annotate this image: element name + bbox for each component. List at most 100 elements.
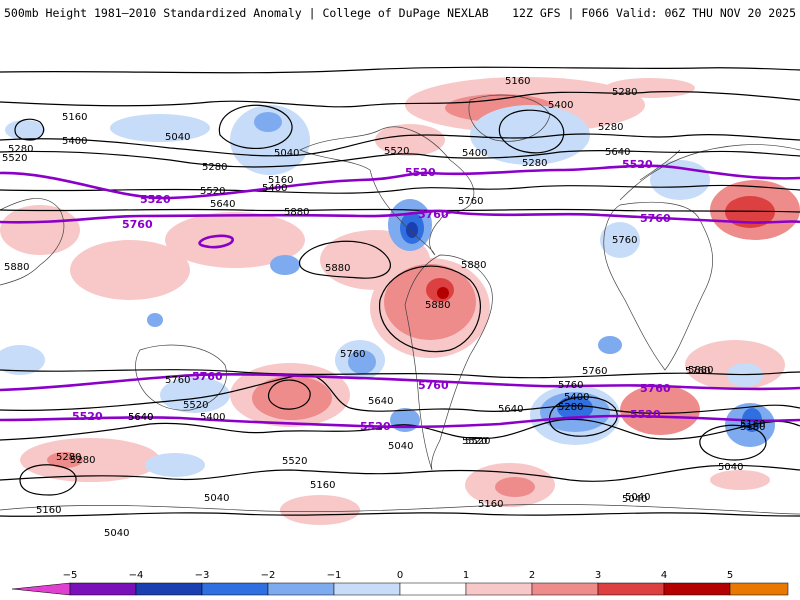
coastline-asia-west	[0, 198, 65, 286]
positive-anomaly	[384, 264, 476, 340]
contour-label: 5400	[462, 148, 487, 159]
contour-label: 5640	[498, 404, 523, 415]
negative-anomaly	[270, 255, 300, 275]
positive-anomaly	[47, 452, 83, 468]
height-contour	[0, 512, 800, 517]
positive-anomaly	[252, 376, 332, 420]
colorbar-tick-label: 1	[463, 570, 469, 581]
contour-label-purple: 5520	[630, 408, 661, 421]
contour-label-purple: 5520	[72, 410, 103, 423]
contour-label: 5880	[4, 262, 29, 273]
contour-label: 5160	[478, 499, 503, 510]
contour-label-purple: 5520	[140, 193, 171, 206]
coastline-south-america	[404, 254, 493, 471]
positive-anomaly	[375, 124, 445, 156]
height-contour	[0, 91, 800, 108]
contour-label-purple: 5520	[622, 158, 653, 171]
height-contour	[267, 379, 311, 410]
coastline-australia	[135, 344, 227, 411]
colorbar-bin	[399, 582, 467, 596]
contour-label: 5160	[740, 422, 765, 433]
contour-label: 5400	[62, 136, 87, 147]
contour-label: 5400	[564, 392, 589, 403]
colorbar-bin	[531, 582, 599, 596]
contour-label-purple: 5760	[640, 382, 671, 395]
contour-label: 5760	[340, 349, 365, 360]
contour-5520-south	[0, 414, 800, 429]
contour-label-purple: 5520	[405, 166, 436, 179]
contour-label: 5280	[598, 122, 623, 133]
negative-anomaly	[5, 120, 45, 140]
contour-label: 5040	[104, 528, 129, 539]
colorbar-tick-label: −4	[129, 570, 144, 581]
coastlines	[0, 94, 800, 515]
contour-label: 5280	[612, 87, 637, 98]
positive-anomaly	[165, 212, 305, 268]
contour-label: 5160	[740, 419, 765, 430]
height-contour	[0, 418, 800, 441]
purple-contour-labels: 5520 5760 5520 5760 5760 5520 5760 5760 …	[72, 158, 671, 433]
colorbar-tick-label: −5	[63, 570, 78, 581]
contour-label: 5760	[612, 235, 637, 246]
height-contours	[0, 66, 800, 517]
colorbar-bin	[135, 582, 203, 596]
positive-anomaly	[495, 477, 535, 497]
contour-label: 5400	[548, 100, 573, 111]
contour-label: 5760	[165, 375, 190, 386]
colorbar-bin	[597, 582, 665, 596]
contour-label: 5280	[56, 452, 81, 463]
positive-anomaly	[70, 240, 190, 300]
colorbar-bin	[11, 582, 71, 596]
contour-label: 5520	[200, 186, 225, 197]
colorbar-bin	[201, 582, 269, 596]
contour-label: 5880	[325, 263, 350, 274]
contour-label: 5040	[165, 132, 190, 143]
anomaly-map: 5160 5400 5280 5040 5160 5280 5400 5520 …	[0, 40, 800, 560]
contour-label: 5880	[688, 365, 713, 376]
height-contour	[0, 184, 800, 194]
colorbar-bin	[69, 582, 137, 596]
contour-label: 5640	[210, 199, 235, 210]
colorbar-bin	[729, 582, 789, 596]
contour-label: 5400	[262, 183, 287, 194]
contour-label-purple: 5520	[360, 420, 391, 433]
contour-label-purple: 5760	[418, 208, 449, 221]
contour-label: 5160	[505, 76, 530, 87]
height-contour	[0, 149, 800, 168]
contour-label: 5640	[128, 412, 153, 423]
contour-label-purple: 5760	[640, 212, 671, 225]
colorbar-tick-label: −2	[261, 570, 276, 581]
contour-label: 5760	[582, 366, 607, 377]
height-contour	[0, 208, 800, 213]
colorbar-tick-label: 5	[727, 570, 733, 581]
contour-label: 5520	[183, 400, 208, 411]
positive-anomaly	[710, 470, 770, 490]
negative-anomaly	[348, 350, 376, 374]
contour-label: 5880	[284, 207, 309, 218]
colorbar-tick-label: 4	[661, 570, 667, 581]
contour-label: 5040	[204, 493, 229, 504]
contour-5760-loop	[198, 234, 234, 249]
contour-label: 5040	[625, 492, 650, 503]
height-contour	[699, 424, 767, 461]
negative-anomaly	[147, 313, 163, 327]
contour-label: 5880	[425, 300, 450, 311]
contour-label: 5520	[465, 436, 490, 447]
contour-label: 5040	[274, 148, 299, 159]
coastline-antarctica	[0, 503, 800, 515]
contour-label: 5520	[384, 146, 409, 157]
positive-anomaly	[0, 205, 80, 255]
height-contour	[0, 133, 800, 157]
contour-label: 5160	[36, 505, 61, 516]
negative-anomaly	[160, 377, 230, 413]
contour-label: 5160	[310, 480, 335, 491]
contour-label: 5640	[605, 147, 630, 158]
contour-label: 5040	[388, 441, 413, 452]
colorbar: −5 −4 −3 −2 −1 0 1 2 3 4 5	[11, 570, 789, 596]
height-contour	[0, 369, 800, 379]
height-contour	[379, 265, 481, 353]
negative-anomaly	[230, 105, 310, 175]
contour-labels: 5160 5400 5280 5040 5160 5280 5400 5520 …	[2, 76, 765, 539]
contour-label: 5280	[70, 455, 95, 466]
negative-anomaly	[470, 105, 590, 165]
